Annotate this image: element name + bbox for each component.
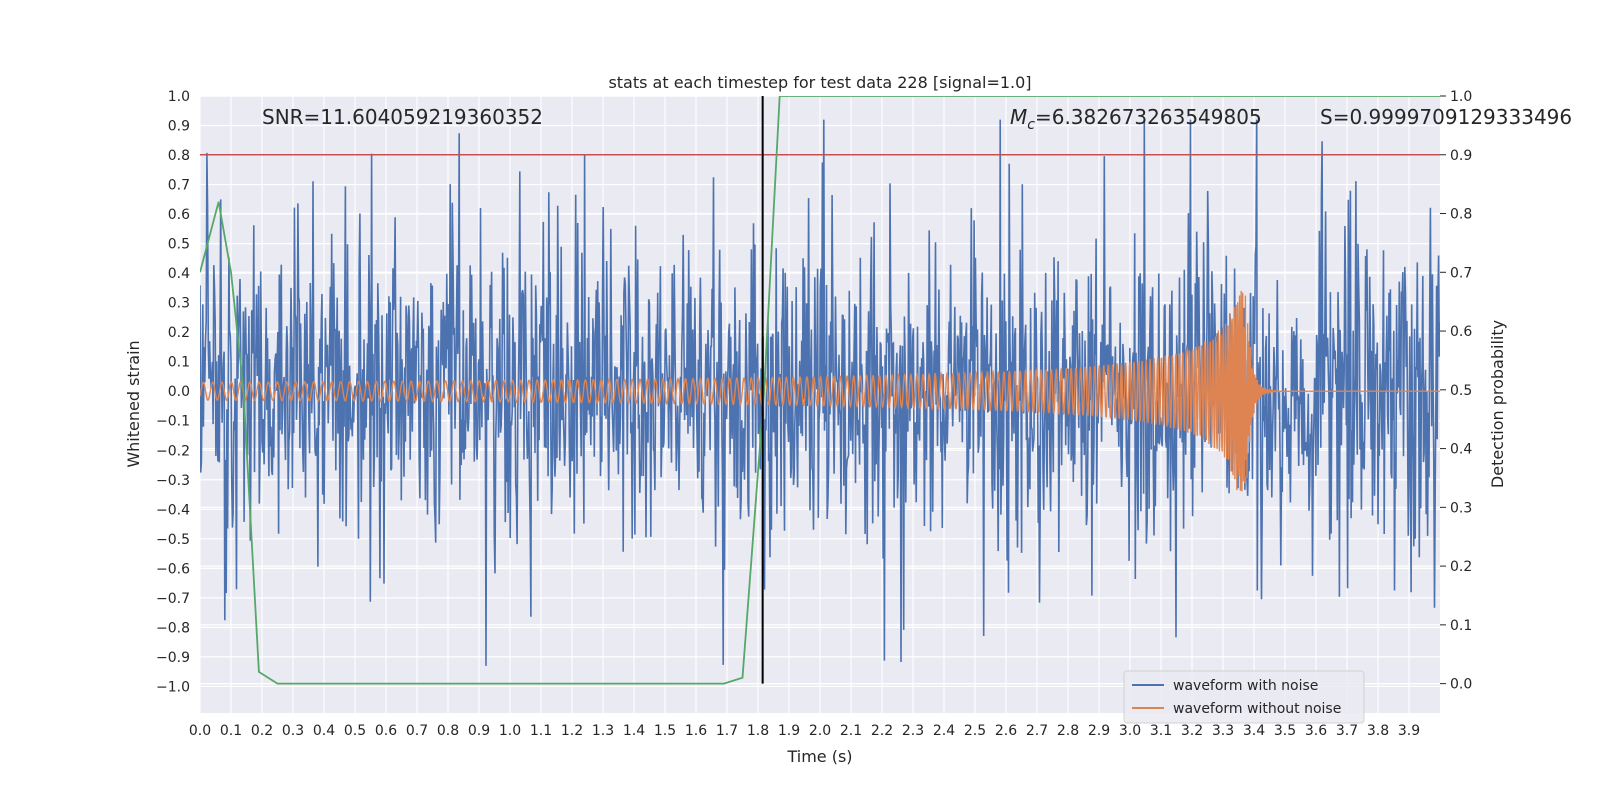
y-right-tick-label: 0.0 [1450,677,1472,693]
x-tick-label: 0.6 [375,723,397,739]
x-tick-label: 1.5 [654,723,676,739]
x-tick-label: 0.7 [406,723,428,739]
chirp-mass-subscript: c [1027,117,1035,133]
x-tick-label: 3.8 [1367,723,1389,739]
y-right-tick-label: 0.8 [1450,207,1472,223]
x-tick-label: 1.2 [561,723,583,739]
x-tick-labels: 0.0 0.1 0.2 0.3 0.4 0.5 0.6 0.7 0.8 0.9 1.0 1.1 1.2 1… [189,723,1420,739]
y-right-tick-label: 0.5 [1450,383,1472,399]
y-right-tick-label: 0.6 [1450,324,1472,340]
x-tick-label: 0.8 [437,723,459,739]
y-tick-label: −0.9 [156,650,190,666]
x-tick-label: 2.2 [871,723,893,739]
y-tick-label: 0.4 [168,266,190,282]
x-tick-label: 3.9 [1398,723,1420,739]
x-tick-label: 2.5 [964,723,986,739]
legend: waveform with noise waveform without noi… [1123,670,1365,724]
y-tick-label: −1.0 [156,679,190,695]
chirp-mass-annotation: Mc=6.382673263549805 [1010,105,1262,133]
x-tick-label: 0.1 [220,723,242,739]
x-tick-label: 2.4 [933,723,955,739]
y-tick-label: −0.3 [156,473,190,489]
x-tick-label: 1.8 [747,723,769,739]
y-tick-label: 1.0 [168,89,190,105]
y-right-tick-label: 0.3 [1450,500,1472,516]
score-annotation: S=0.9999709129333496 [1320,105,1572,129]
y-right-tick-label: 0.4 [1450,442,1472,458]
y-tick-label: 0.7 [168,178,190,194]
x-tick-label: 1.0 [499,723,521,739]
legend-label-waveform-without-noise: waveform without noise [1173,701,1341,717]
x-tick-label: 2.1 [840,723,862,739]
x-tick-label: 3.3 [1212,723,1234,739]
x-tick-label: 1.6 [685,723,707,739]
x-tick-label: 2.3 [902,723,924,739]
x-tick-label: 0.9 [468,723,490,739]
x-tick-label: 3.2 [1181,723,1203,739]
y-right-tick-label: 0.1 [1450,618,1472,634]
y-tick-label: 0.2 [168,325,190,341]
y-right-tick-labels: 1.0 0.9 0.8 0.7 0.6 0.5 0.4 0.3 0.2 0.1 0.0 [1440,89,1472,693]
x-tick-label: 1.7 [716,723,738,739]
x-tick-label: 3.4 [1243,723,1265,739]
y-tick-label: −0.4 [156,502,190,518]
x-tick-label: 3.1 [1150,723,1172,739]
x-tick-label: 2.0 [809,723,831,739]
y-tick-label: −0.2 [156,443,190,459]
y-right-tick-label: 0.2 [1450,559,1472,575]
chirp-mass-symbol: M [1010,105,1027,129]
y-tick-label: −0.6 [156,561,190,577]
y-tick-label: −0.8 [156,620,190,636]
x-tick-label: 0.4 [313,723,335,739]
y-axis-label: Whitened strain [124,340,143,467]
y-tick-label: 0.1 [168,355,190,371]
x-axis-label: Time (s) [786,747,852,766]
y-tick-label: 0.9 [168,119,190,135]
x-tick-label: 2.8 [1057,723,1079,739]
y-tick-label: 0.5 [168,237,190,253]
y-right-tick-label: 1.0 [1450,89,1472,105]
x-tick-label: 3.0 [1119,723,1141,739]
x-tick-label: 2.7 [1026,723,1048,739]
y-right-tick-label: 0.7 [1450,265,1472,281]
x-tick-label: 3.5 [1274,723,1296,739]
legend-box [1123,670,1365,724]
x-tick-label: 1.4 [623,723,645,739]
chart-title: stats at each timestep for test data 228… [608,73,1031,92]
y-tick-labels: 1.0 0.9 0.8 0.7 0.6 0.5 0.4 0.3 0.2 0.1 0.0 −0.1 −0.… [156,89,190,695]
y-tick-label: 0.6 [168,207,190,223]
y-right-tick-label: 0.9 [1450,148,1472,164]
legend-label-waveform-with-noise: waveform with noise [1173,678,1318,694]
x-tick-label: 1.1 [530,723,552,739]
y-right-axis-label: Detection probability [1488,320,1507,488]
series-line-detection-probability [200,96,1440,685]
x-tick-label: 0.2 [251,723,273,739]
y-tick-label: 0.8 [168,148,190,164]
snr-annotation: SNR=11.604059219360352 [262,105,543,129]
chirp-mass-value: =6.382673263549805 [1035,105,1262,129]
y-tick-label: −0.7 [156,591,190,607]
x-tick-label: 2.9 [1088,723,1110,739]
x-tick-label: 0.3 [282,723,304,739]
x-tick-label: 0.5 [344,723,366,739]
x-tick-label: 0.0 [189,723,211,739]
series-line-waveform-without-noise [200,290,1440,492]
x-tick-label: 3.7 [1336,723,1358,739]
x-tick-label: 1.9 [778,723,800,739]
x-tick-label: 1.3 [592,723,614,739]
y-tick-label: 0.3 [168,296,190,312]
x-tick-label: 2.6 [995,723,1017,739]
y-tick-label: −0.1 [156,414,190,430]
x-tick-label: 3.6 [1305,723,1327,739]
y-tick-label: 0.0 [168,384,190,400]
y-tick-label: −0.5 [156,532,190,548]
